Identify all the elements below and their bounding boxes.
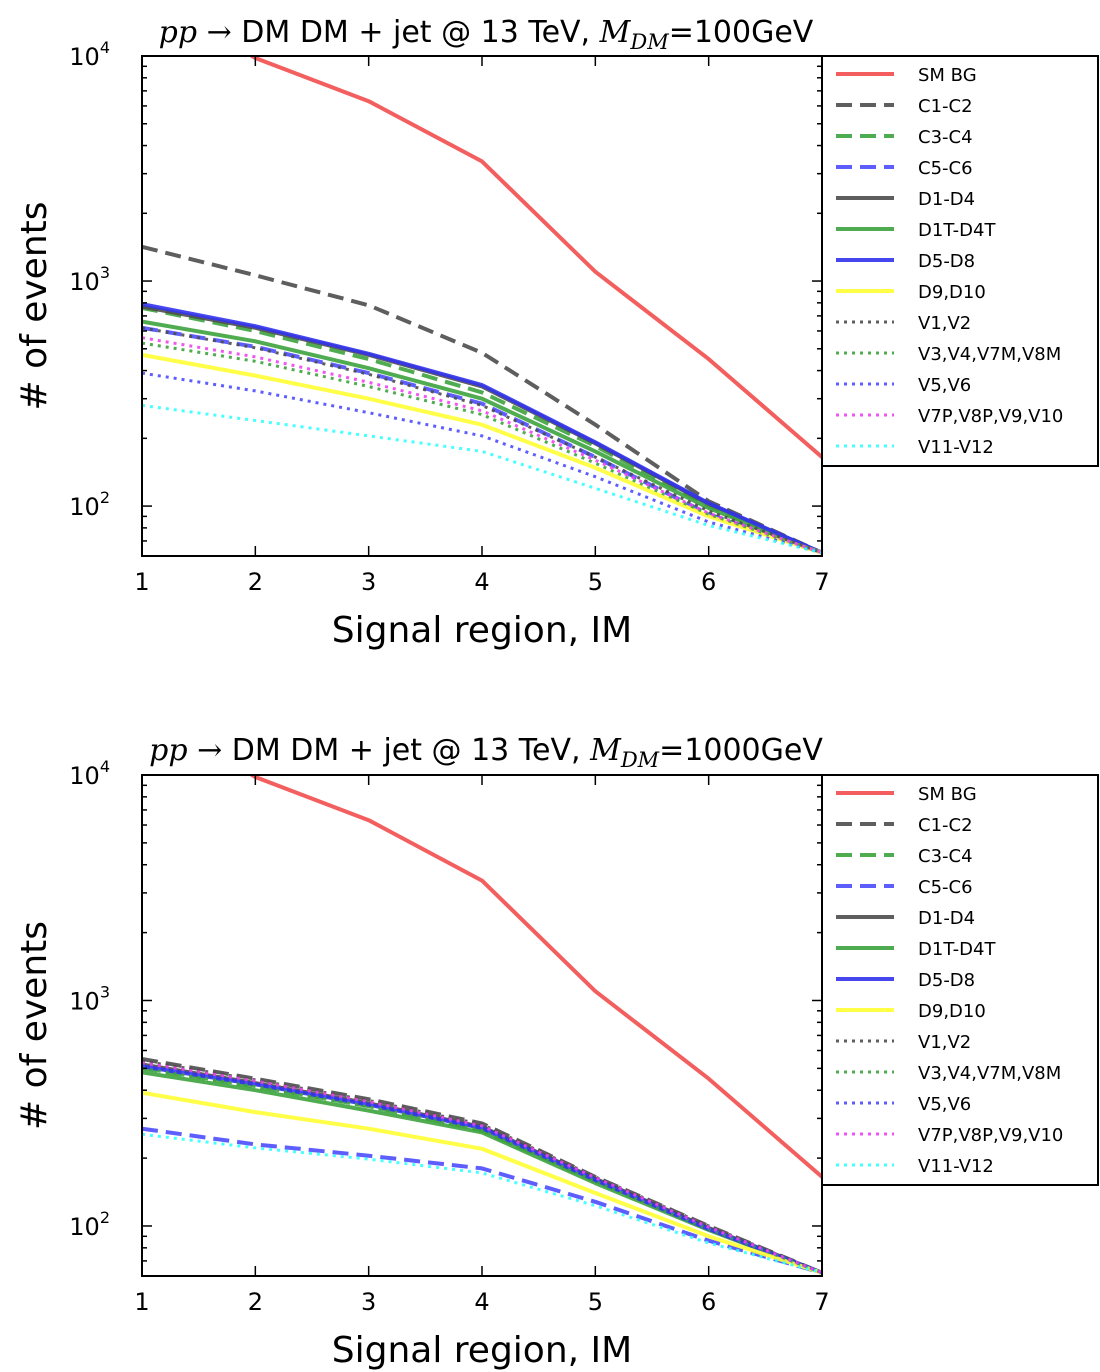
y-tick-base: 10: [69, 1213, 100, 1241]
legend-label: V1,V2: [918, 313, 971, 334]
chart-title: pp → DM DM + jet @ 13 TeV, MDM=1000GeV: [149, 733, 823, 772]
series-line-v7p-v8p-v9-v10: [142, 1061, 822, 1275]
chart-title: pp → DM DM + jet @ 13 TeV, MDM=100GeV: [159, 15, 814, 54]
legend-label: D5-D8: [918, 970, 975, 991]
y-tick-label: 104: [69, 38, 110, 71]
x-tick-label: 1: [134, 1288, 149, 1316]
legend-label: C1-C2: [918, 96, 973, 117]
legend-label: V3,V4,V7M,V8M: [918, 344, 1061, 365]
legend: SM BG C1-C2 C3-C4 C5-C6 D1-D4 D1T-D4T D5-D8 D9,…: [821, 774, 1099, 1186]
x-axis-label: Signal region, IM: [332, 1330, 632, 1371]
y-tick-exponent: 4: [100, 38, 110, 57]
legend-label: V11-V12: [918, 1156, 994, 1177]
legend-label: D9,D10: [918, 282, 986, 303]
legend-label: D9,D10: [918, 1001, 986, 1022]
legend-label: D5-D8: [918, 251, 975, 272]
legend-label: D1T-D4T: [918, 939, 996, 960]
legend-label: C5-C6: [918, 877, 973, 898]
series-line-c5-c6: [142, 325, 822, 555]
plot-frame: [141, 55, 823, 557]
x-tick-label: 1: [134, 568, 149, 596]
series-line-v11-v12: [142, 1132, 822, 1275]
x-tick-label: 4: [474, 568, 489, 596]
series-line-v11-v12: [142, 403, 822, 555]
title-process: pp →: [159, 15, 242, 50]
series-group: [142, 56, 822, 555]
legend-label: SM BG: [918, 65, 977, 86]
y-axis-label: # of events: [14, 921, 55, 1130]
x-tick-label: 4: [474, 1288, 489, 1316]
legend: SM BG C1-C2 C3-C4 C5-C6 D1-D4 D1T-D4T D5-D8 D9,…: [821, 55, 1099, 467]
legend-label: V5,V6: [918, 375, 971, 396]
x-tick-label: 7: [814, 568, 829, 596]
legend-label: V3,V4,V7M,V8M: [918, 1063, 1061, 1084]
series-line-v5-v6: [142, 371, 822, 555]
legend-label: C5-C6: [918, 158, 973, 179]
legend-label: V11-V12: [918, 437, 994, 458]
y-tick-label: 103: [69, 263, 110, 296]
x-tick-label: 7: [814, 1288, 829, 1316]
legend-box: [821, 55, 1099, 467]
legend-label: V7P,V8P,V9,V10: [918, 1125, 1063, 1146]
x-tick-label: 6: [701, 1288, 716, 1316]
legend-label: D1-D4: [918, 189, 975, 210]
legend-label: V7P,V8P,V9,V10: [918, 406, 1063, 427]
legend-label: V5,V6: [918, 1094, 971, 1115]
series-line-v3-v4-v7m-v8m: [142, 341, 822, 555]
legend-label: SM BG: [918, 784, 977, 805]
x-tick-label: 5: [588, 1288, 603, 1316]
y-tick-base: 10: [69, 493, 100, 521]
y-tick-exponent: 4: [100, 757, 110, 776]
series-group: [142, 775, 822, 1275]
x-tick-label: 2: [248, 1288, 263, 1316]
title-mass-subscript: DM: [629, 30, 669, 54]
y-tick-exponent: 3: [100, 263, 110, 282]
title-mass-symbol: M: [589, 733, 622, 768]
y-axis-label: # of events: [14, 201, 55, 410]
legend-label: C1-C2: [918, 815, 973, 836]
x-tick-label: 5: [588, 568, 603, 596]
x-tick-label: 2: [248, 568, 263, 596]
y-tick-exponent: 3: [100, 982, 110, 1001]
x-tick-label: 3: [361, 1288, 376, 1316]
title-process: pp →: [149, 733, 232, 768]
series-line-d1t-d4t: [142, 319, 822, 555]
y-tick-label: 102: [69, 488, 110, 521]
series-line-v7p-v8p-v9-v10: [142, 336, 822, 555]
title-mass-subscript: DM: [620, 748, 660, 772]
y-tick-label: 103: [69, 982, 110, 1015]
x-axis-label: Signal region, IM: [332, 610, 632, 651]
x-tick-label: 6: [701, 568, 716, 596]
series-line-d5-d8: [142, 302, 822, 555]
legend-label: V1,V2: [918, 1032, 971, 1053]
y-tick-base: 10: [69, 43, 100, 71]
title-mass-value: =1000GeV: [659, 733, 823, 768]
y-tick-base: 10: [69, 987, 100, 1015]
series-line-d9-d10: [142, 352, 822, 555]
legend-label: C3-C4: [918, 846, 973, 867]
title-mass-value: =100GeV: [669, 15, 814, 50]
x-tick-label: 3: [361, 568, 376, 596]
y-tick-exponent: 2: [100, 488, 110, 507]
legend-label: D1-D4: [918, 908, 975, 929]
y-tick-base: 10: [69, 268, 100, 296]
legend-label: D1T-D4T: [918, 220, 996, 241]
series-line-d9-d10: [142, 1090, 822, 1275]
y-tick-base: 10: [69, 762, 100, 790]
legend-label: C3-C4: [918, 127, 973, 148]
y-tick-label: 104: [69, 757, 110, 790]
series-line-c5-c6: [142, 1126, 822, 1275]
title-mass-symbol: M: [599, 15, 632, 50]
title-main: DM DM + jet @ 13 TeV,: [232, 733, 590, 768]
y-tick-exponent: 2: [100, 1208, 110, 1227]
y-tick-label: 102: [69, 1208, 110, 1241]
title-main: DM DM + jet @ 13 TeV,: [241, 15, 599, 50]
plot-frame: [141, 774, 823, 1277]
